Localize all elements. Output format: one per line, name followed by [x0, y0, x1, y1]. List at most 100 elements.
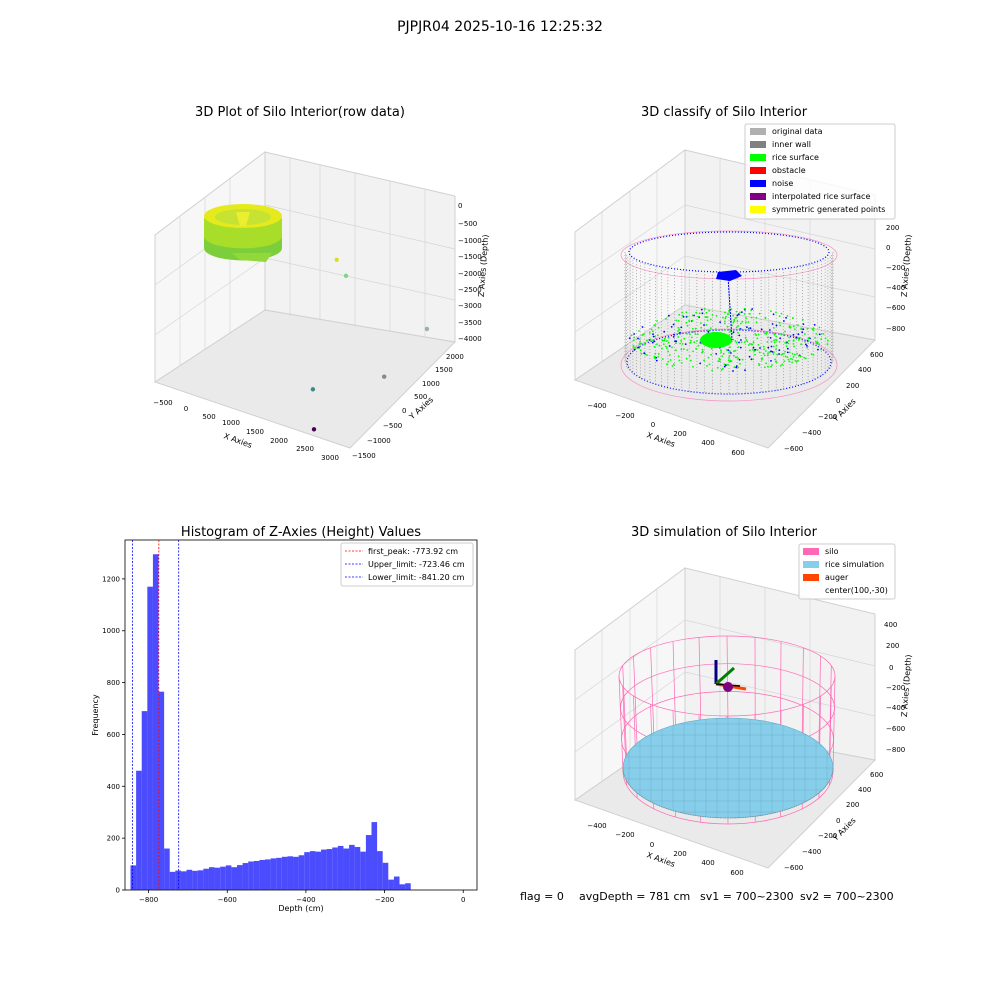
rice-surface-point: [778, 353, 780, 355]
rice-surface-point: [770, 340, 773, 343]
sim-z-tick: −200: [886, 684, 905, 692]
hist-y-label: Frequency: [91, 694, 100, 736]
rice-surface-point: [788, 351, 791, 354]
hist-bar: [197, 870, 204, 890]
rice-surface-point: [704, 316, 707, 318]
raw-z-tick: −2500: [458, 286, 482, 294]
sim-x-tick: −200: [615, 831, 634, 839]
legend-swatch-inner-wall: [750, 141, 766, 148]
rice-surface-point: [675, 342, 677, 345]
rice-surface-point: [685, 357, 688, 360]
rice-surface-point: [758, 351, 761, 354]
rice-surface-point: [732, 370, 734, 372]
rice-surface-point: [744, 369, 746, 371]
panel-histogram-title: Histogram of Z-Axies (Height) Values: [181, 525, 421, 540]
hist-bar: [158, 691, 165, 890]
rice-surface-point: [774, 358, 776, 361]
hist-bar: [192, 870, 198, 890]
rice-surface-point: [677, 326, 680, 329]
raw-x-tick: 1000: [222, 419, 240, 427]
rice-surface-point: [637, 337, 639, 340]
rice-surface-point: [817, 348, 819, 351]
status-sv1: sv1 = 700~2300: [700, 890, 794, 903]
rice-surface-point: [649, 338, 652, 341]
raw-y-tick: −1500: [352, 452, 376, 460]
rice-surface-point: [818, 343, 821, 346]
rice-surface-point: [641, 334, 644, 337]
rice-surface-point: [818, 326, 821, 329]
rice-surface-point: [708, 363, 711, 366]
hist-y-tick-label: 400: [107, 783, 120, 791]
classify-z-tick: −400: [886, 284, 905, 292]
raw-y-ticks: −1500 −1000 −500 0 500 1000 1500 2000: [352, 353, 464, 460]
raw-back-pane: [264, 151, 456, 343]
rice-surface-point: [744, 308, 746, 310]
rice-surface-point: [732, 354, 735, 357]
legend-swatch-interpolated: [750, 193, 766, 200]
rice-surface-point: [699, 362, 702, 365]
rice-surface-point: [793, 345, 795, 348]
raw-outlier-point: [382, 374, 387, 379]
hist-y-tick-label: 800: [107, 679, 120, 687]
panel-simulation: 3D simulation of Silo Interior: [573, 525, 913, 877]
raw-outlier-point: [424, 326, 430, 332]
raw-z-tick: −3500: [458, 319, 482, 327]
rice-surface-point: [633, 347, 635, 349]
raw-x-tick: 2000: [270, 437, 288, 445]
rice-surface-point: [748, 349, 751, 352]
rice-surface-point: [775, 338, 777, 341]
rice-surface-point: [728, 351, 730, 354]
rice-surface-point: [691, 319, 694, 322]
rice-surface-point: [746, 340, 749, 343]
rice-surface-point: [720, 351, 722, 353]
rice-surface-point: [772, 313, 775, 316]
hist-bar: [152, 554, 159, 890]
hist-bar: [298, 855, 305, 890]
rice-surface-point: [787, 342, 790, 345]
rice-surface-point: [755, 316, 758, 319]
rice-surface-point: [694, 333, 697, 335]
classify-top-ring-inner: [628, 231, 830, 273]
rice-surface-point: [785, 342, 788, 345]
sim-x-ticks: −400 −200 0 200 400 600: [587, 822, 743, 877]
rice-surface-point: [767, 352, 769, 355]
hist-bar: [304, 852, 310, 890]
rice-surface-point: [770, 365, 772, 368]
rice-surface-point: [654, 335, 656, 338]
hist-x-tick-label: −800: [139, 896, 158, 904]
hist-bar: [169, 871, 176, 890]
silo-wall-line: [801, 647, 804, 736]
legend-label-auger: auger: [825, 573, 849, 582]
rice-surface-point: [804, 357, 807, 360]
rice-surface-point: [666, 363, 668, 366]
rice-surface-point: [682, 348, 685, 350]
rice-surface-point: [732, 314, 734, 317]
rice-surface-point: [778, 341, 781, 343]
rice-surface-point: [697, 315, 700, 318]
raw-y-tick: 2000: [446, 353, 464, 361]
legend-swatch-noise: [750, 180, 766, 187]
raw-outlier-point: [310, 387, 316, 392]
silo-wall-line: [698, 637, 702, 722]
legend-label-silo: silo: [825, 547, 839, 556]
rice-surface-point: [689, 333, 691, 336]
rice-surface-point: [701, 351, 703, 354]
hist-y-tick-label: 0: [116, 887, 120, 895]
sim-auger: [714, 660, 747, 692]
rice-surface-point: [685, 321, 688, 324]
rice-surface-point: [637, 346, 640, 349]
rice-surface-point: [797, 333, 800, 336]
rice-surface-point: [706, 319, 709, 322]
rice-surface-point: [656, 343, 658, 346]
classify-z-tick: 0: [886, 244, 890, 252]
hist-bar: [281, 856, 288, 890]
sim-x-tick: 400: [701, 859, 714, 867]
legend-swatch-rice-surface: [750, 154, 766, 161]
rice-surface-point: [756, 337, 759, 340]
rice-surface-point: [778, 349, 781, 351]
rice-surface-point: [700, 326, 703, 329]
rice-surface-point: [692, 365, 694, 368]
sim-z-tick: −800: [886, 746, 905, 754]
rice-surface-point: [760, 328, 763, 331]
rice-surface-point: [741, 320, 744, 323]
